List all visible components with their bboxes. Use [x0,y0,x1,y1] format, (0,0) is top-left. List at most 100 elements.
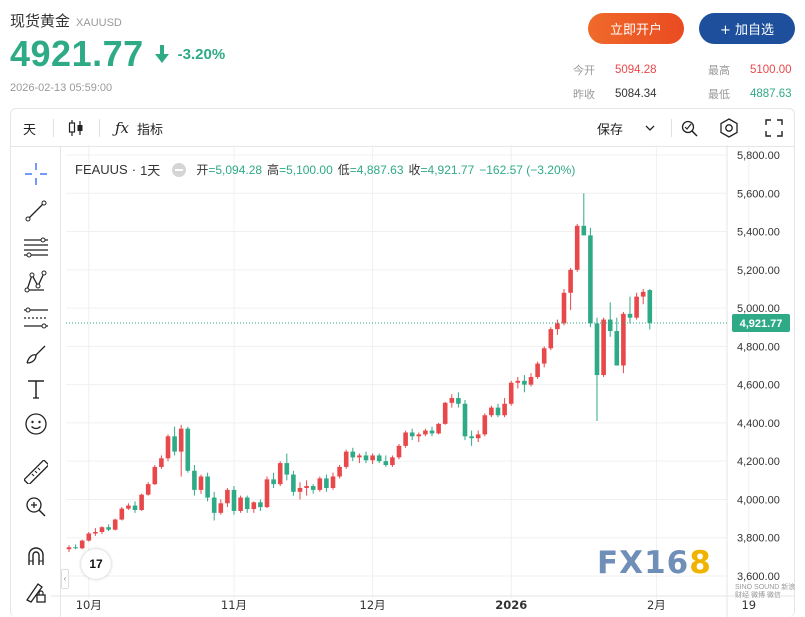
legend-hide-icon[interactable] [172,162,187,177]
collapse-toolbar-handle[interactable]: ‹ [61,569,69,589]
add-watchlist-button[interactable]: + 加自选 [699,13,795,44]
toolbar-divider [671,119,672,137]
quote-header: 现货黄金 XAUUSD 4921.77 -3.20% 2026-02-13 05… [0,0,805,105]
instrument-title: 现货黄金 XAUUSD [10,10,122,31]
ruler-icon[interactable] [23,459,49,485]
candle-body [627,313,633,318]
text-icon[interactable] [23,376,49,402]
y-tick-label: 3,800.00 [737,533,780,545]
candle-body [568,269,573,293]
open-value: 5094.28 [615,64,657,76]
instrument-name: 现货黄金 [10,12,71,30]
interval-button[interactable]: 天 [23,122,37,138]
x-tick-label: 12月 [360,598,386,612]
quote-datetime: 2026-02-13 05:59:00 [10,82,113,94]
tradingview-logo[interactable]: 17 [81,549,111,579]
candle-body [462,403,468,437]
zoom-in-icon[interactable] [23,494,49,520]
watermark-text: FX16 [597,545,690,581]
y-tick-label: 5,600.00 [737,188,780,200]
high-label: 最高 [708,64,730,77]
parallel-channel-icon[interactable] [23,305,49,331]
lock-draw-icon[interactable] [23,579,49,605]
candle-body [561,292,567,324]
candle-body [449,398,455,403]
candle-body [403,432,408,446]
x-tick-label: 2026 [495,598,527,612]
candle-body [172,436,177,452]
y-tick-label: 5,200.00 [737,265,780,277]
candle-body [330,476,336,488]
candle-body [515,380,521,383]
candle-body [271,479,276,485]
candle-body [442,402,448,424]
candle-body [152,466,158,485]
candle-body [211,497,217,513]
crosshair-icon[interactable] [23,161,49,187]
toolbar-divider [53,119,54,137]
save-button[interactable]: 保存 [597,109,655,147]
candle-body [436,423,441,434]
sina-watermark: SINO SOUND 新浪财经 微博 微信 [735,584,796,599]
fullscreen-icon[interactable] [765,109,783,147]
candle-body [601,319,606,376]
candle-body [93,531,98,534]
candle-body [607,319,613,332]
high-value: 5100.00 [750,64,792,76]
candle-body [456,398,461,404]
candle-body [205,476,210,498]
candle-body [66,547,72,550]
low-value: 4887.63 [750,88,792,100]
candle-body [99,527,105,532]
candle-body [376,455,382,462]
low-label: 最低 [708,88,730,101]
candle-body [297,487,303,492]
candle-body [178,428,184,452]
candle-body [621,313,626,366]
legend-symbol: FEAUUS [75,162,128,177]
camera-settings-icon[interactable] [680,109,700,147]
settings-icon[interactable] [718,109,740,147]
legend-interval: 1天 [140,163,161,178]
candle-body [396,445,402,458]
pattern-icon[interactable] [23,269,49,295]
watermark-accent: 8 [689,545,712,581]
candle-body [363,455,369,461]
candles-icon[interactable] [67,109,85,147]
fib-icon[interactable] [23,234,49,260]
candle-body [588,235,593,324]
indicators-button[interactable]: ƒx 指标 [115,109,163,147]
legend-high-key: 高 [267,163,280,177]
candle-body [192,470,197,490]
open-account-button[interactable]: 立即开户 [588,13,684,44]
candle-body [159,458,164,467]
y-tick-label: 4,200.00 [737,456,780,468]
x-tick-label: 10月 [76,598,102,612]
candle-body [370,455,375,461]
candle-body [357,455,362,458]
y-tick-label: 3,600.00 [737,571,780,583]
candle-body [390,457,395,466]
candle-body [79,540,85,549]
x-tick-label: 19 [741,598,756,612]
fx168-watermark: FX168 [597,545,712,581]
brush-icon[interactable] [23,341,49,367]
candle-body [429,430,435,434]
emoji-icon[interactable] [23,411,49,437]
y-tick-label: 5,400.00 [737,227,780,239]
price-chart[interactable]: 4,921.77 5,800.00 5,600.00 5,400.00 5,200.00… [51,39,795,617]
y-tick-label: 4,000.00 [737,494,780,506]
x-tick-label: 11月 [221,598,247,612]
indicators-label: 指标 [137,122,164,138]
candle-body [482,415,488,435]
candle-body [502,403,507,416]
candle-body [218,503,224,513]
trend-line-icon[interactable] [23,198,49,224]
candle-body [337,466,342,477]
magnet-icon[interactable] [23,543,49,569]
candle-body [475,434,481,439]
candle-body [244,497,250,510]
legend-high-value: =5,100.00 [279,162,333,177]
candle-body [106,527,111,530]
candle-body [277,463,283,485]
